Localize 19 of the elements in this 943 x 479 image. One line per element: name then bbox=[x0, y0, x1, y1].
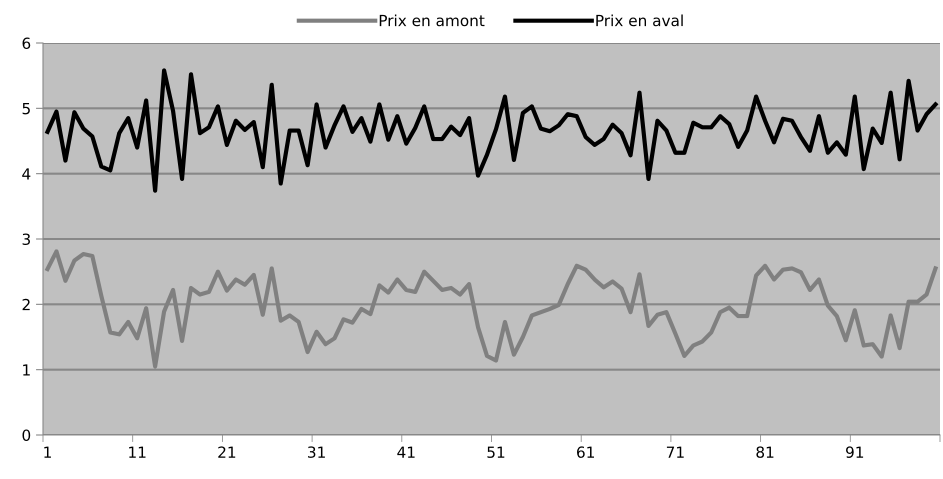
x-tick-label: 11 bbox=[129, 446, 146, 458]
x-tick-label: 71 bbox=[666, 446, 684, 458]
x-tick-label: 51 bbox=[487, 446, 504, 458]
y-tick-label: 1 bbox=[23, 364, 30, 376]
x-tick-label: 41 bbox=[397, 446, 415, 458]
legend-label: Prix en amont bbox=[380, 14, 484, 26]
y-tick-label: 3 bbox=[22, 233, 30, 246]
legend-label: Prix en aval bbox=[596, 14, 683, 26]
y-tick-label: 2 bbox=[22, 298, 30, 310]
x-tick-label: 81 bbox=[756, 446, 774, 458]
y-tick-label: 0 bbox=[22, 429, 30, 442]
x-tick-label: 21 bbox=[218, 446, 236, 458]
x-tick-label: 91 bbox=[846, 446, 864, 458]
x-tick-label: 1 bbox=[44, 446, 51, 458]
y-tick-label: 4 bbox=[22, 168, 30, 180]
x-tick-label: 61 bbox=[577, 446, 594, 458]
y-tick-label: 6 bbox=[22, 37, 30, 50]
x-tick-label: 31 bbox=[308, 446, 325, 458]
y-tick-label: 5 bbox=[22, 103, 30, 114]
